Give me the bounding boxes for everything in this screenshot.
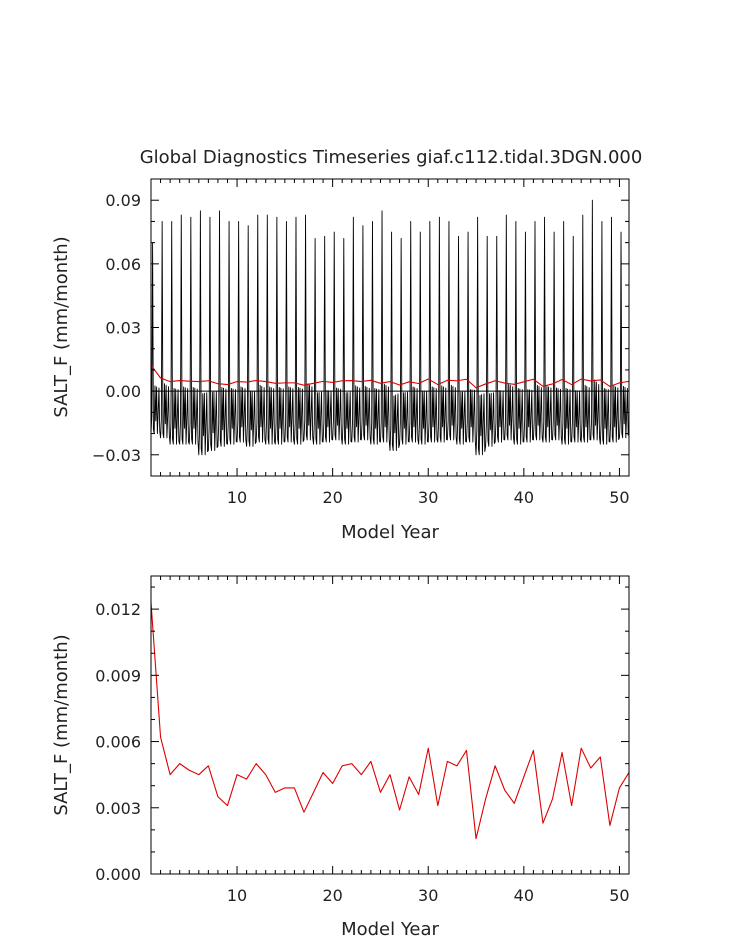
top-y-axis-label: SALT_F (mm/month) [51, 236, 72, 417]
annual-mean-series-line [150, 602, 630, 840]
bottom-x-ticks: 10 20 30 40 50 [150, 576, 630, 905]
y-tick-label: 0.06 [105, 255, 141, 274]
y-tick-label: 0.09 [105, 191, 141, 210]
x-tick-label: 40 [514, 488, 534, 507]
x-tick-label: 20 [322, 488, 342, 507]
x-tick-label: 30 [418, 886, 438, 905]
x-tick-label: 20 [322, 886, 342, 905]
bottom-y-ticks: 0.000 0.003 0.006 0.009 0.012 [95, 586, 629, 884]
bottom-panel: 10 20 30 40 50 0.000 0.003 0.006 0.009 0.012 Mod… [51, 575, 630, 940]
top-panel: Global Diagnostics Timeseries giaf.c112.… [51, 147, 642, 543]
y-tick-label: 0.012 [95, 600, 141, 619]
top-x-ticks: 10 20 30 40 50 [150, 179, 630, 507]
x-tick-label: 10 [227, 488, 247, 507]
x-tick-label: 50 [609, 488, 629, 507]
y-tick-label: 0.00 [105, 382, 141, 401]
x-tick-label: 30 [418, 488, 438, 507]
top-series-group [150, 199, 630, 456]
bottom-x-axis-label: Model Year [341, 919, 439, 940]
monthly-series-line [150, 199, 629, 456]
top-x-axis-label: Model Year [341, 522, 439, 543]
bottom-y-axis-label: SALT_F (mm/month) [51, 634, 72, 815]
chart-title: Global Diagnostics Timeseries giaf.c112.… [140, 147, 643, 168]
bottom-series-group [150, 602, 630, 840]
top-y-ticks: −0.03 0.00 0.03 0.06 0.09 [92, 178, 629, 477]
x-tick-label: 50 [609, 886, 629, 905]
y-tick-label: 0.009 [95, 666, 141, 685]
y-tick-label: 0.03 [105, 319, 141, 338]
annual-mean-series-line [150, 364, 630, 389]
y-tick-label: −0.03 [92, 446, 141, 465]
y-tick-label: 0.003 [95, 799, 141, 818]
top-plot-frame [150, 178, 630, 477]
x-tick-label: 10 [227, 886, 247, 905]
bottom-plot-frame [150, 575, 630, 875]
y-tick-label: 0.000 [95, 865, 141, 884]
y-tick-label: 0.006 [95, 733, 141, 752]
x-tick-label: 40 [514, 886, 534, 905]
